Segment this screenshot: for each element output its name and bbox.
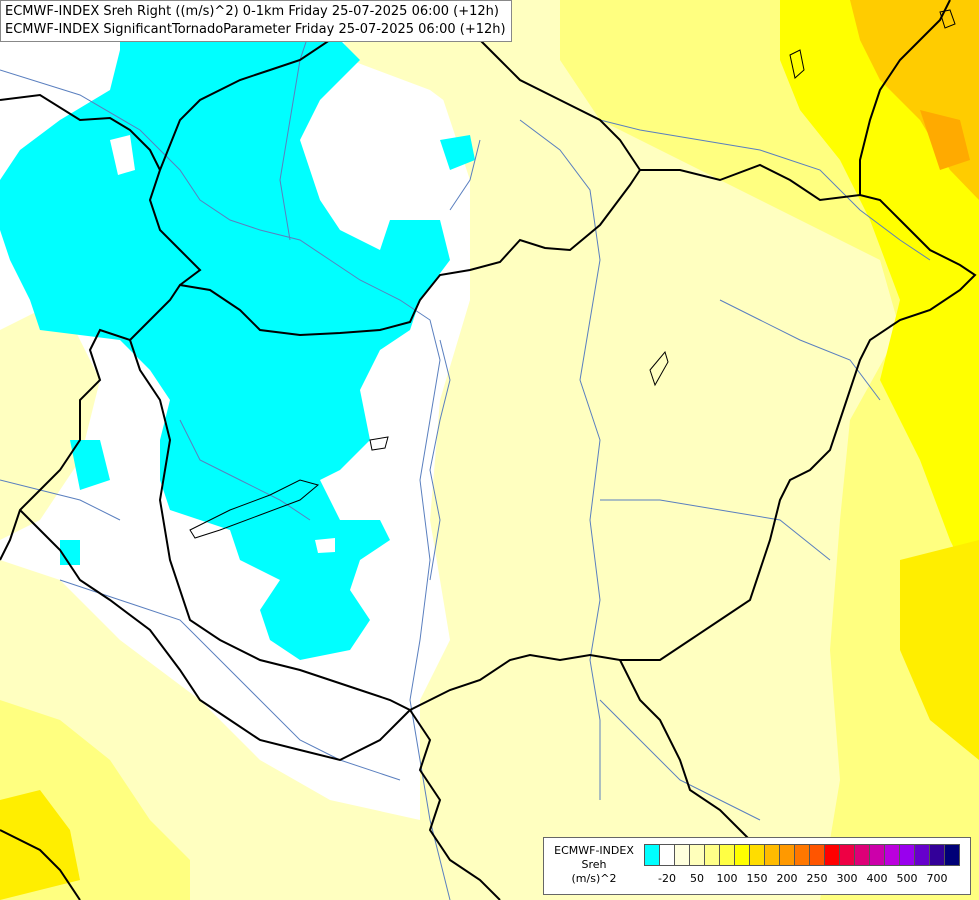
legend-swatch	[779, 844, 795, 866]
legend-swatch	[809, 844, 825, 866]
legend-swatch	[884, 844, 900, 866]
legend-swatch	[734, 844, 750, 866]
legend-label-line-1: ECMWF-INDEX	[554, 844, 634, 857]
legend-tick-label: 50	[690, 872, 704, 885]
legend-tick-label: 200	[776, 872, 798, 885]
legend-swatch	[824, 844, 840, 866]
legend-swatch	[674, 844, 690, 866]
title-line-2: ECMWF-INDEX SignificantTornadoParameter …	[5, 22, 506, 37]
title-line-1: ECMWF-INDEX Sreh Right ((m/s)^2) 0-1km F…	[5, 4, 499, 19]
legend-swatch	[854, 844, 870, 866]
legend-label-line-3: (m/s)^2	[571, 872, 617, 885]
legend-label-line-2: Sreh	[581, 858, 607, 871]
map-title-box: ECMWF-INDEX Sreh Right ((m/s)^2) 0-1km F…	[0, 0, 512, 42]
legend-label: ECMWF-INDEX Sreh (m/s)^2	[546, 844, 642, 886]
legend-tick-label: 100	[716, 872, 738, 885]
legend-tick-label: 150	[746, 872, 768, 885]
legend-tick-label: 300	[836, 872, 858, 885]
legend-swatch	[764, 844, 780, 866]
legend-tick-label: 400	[866, 872, 888, 885]
legend-swatch	[929, 844, 945, 866]
legend-tick-label: -20	[658, 872, 676, 885]
legend-swatch	[719, 844, 735, 866]
lakes	[189, 9, 956, 539]
legend-tick-label: 700	[926, 872, 948, 885]
legend-swatch	[749, 844, 765, 866]
legend-swatch	[914, 844, 930, 866]
legend-swatch	[794, 844, 810, 866]
legend-swatch	[644, 844, 660, 866]
legend-swatch	[839, 844, 855, 866]
legend-swatch	[659, 844, 675, 866]
legend-tick-label: 250	[806, 872, 828, 885]
rivers	[0, 0, 931, 900]
legend-swatch	[869, 844, 885, 866]
legend-swatch	[689, 844, 705, 866]
legend-swatches	[644, 844, 960, 866]
legend-swatch	[704, 844, 720, 866]
legend-swatch	[944, 844, 960, 866]
color-legend: ECMWF-INDEX Sreh (m/s)^2 -20 50 100 150 200 2…	[543, 837, 971, 895]
legend-swatch	[899, 844, 915, 866]
legend-tick-label: 500	[896, 872, 918, 885]
legend-ticks: -20 50 100 150 200 250 300 400 500 700	[644, 872, 964, 888]
